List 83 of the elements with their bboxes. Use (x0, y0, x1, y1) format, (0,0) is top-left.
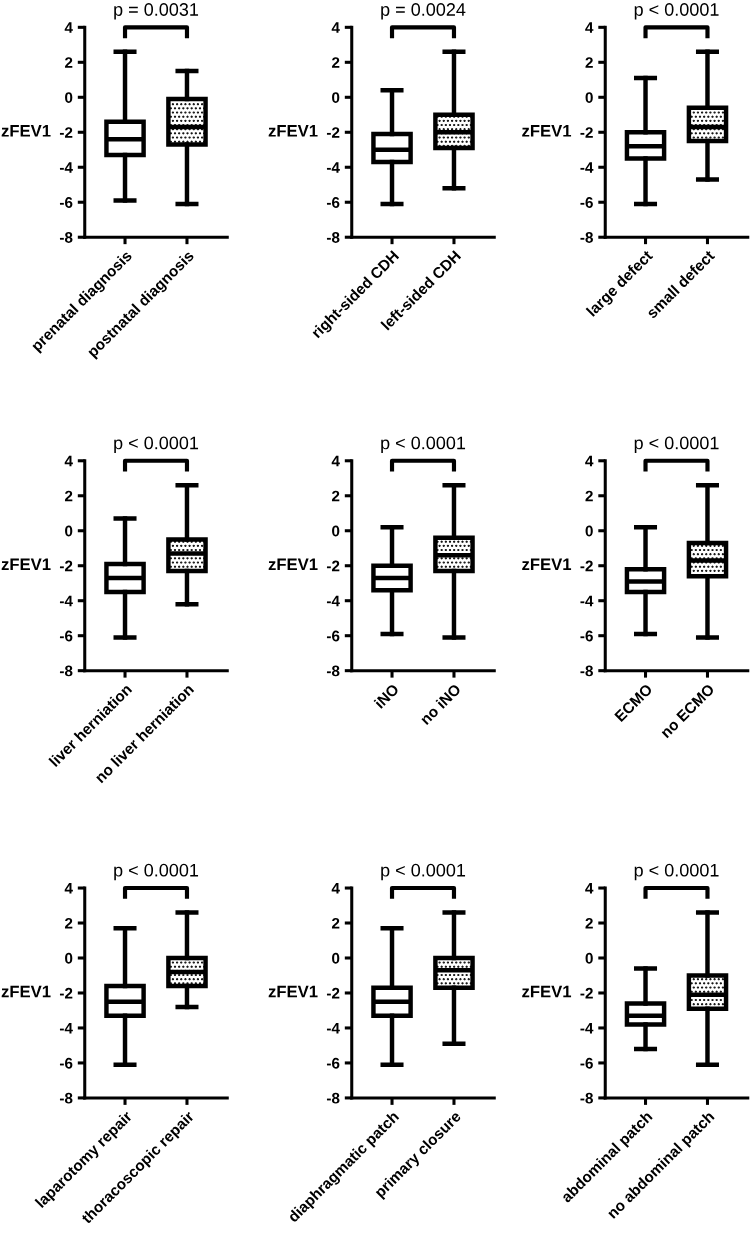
y-tick-label: -8 (326, 232, 340, 243)
y-tick-label: -4 (580, 1022, 594, 1034)
text: p = 0.0031 (114, 3, 199, 20)
y-tick-label: -6 (326, 1057, 340, 1069)
y-tick-label: 0 (585, 92, 593, 103)
y-tick-label: 4 (64, 883, 73, 894)
y-tick-label: -2 (580, 987, 593, 999)
y-tick-label: -4 (59, 1022, 73, 1034)
y-tick-label: -8 (580, 232, 593, 243)
y-tick-label: -2 (580, 127, 593, 138)
y-axis-title: zFEV1 (522, 125, 572, 137)
y-tick-label: -4 (580, 595, 594, 607)
y-tick-label: -8 (59, 665, 73, 677)
y-tick-label: 0 (585, 952, 593, 964)
y-tick-label: -8 (326, 665, 340, 677)
y-axis-title: zFEV1 (1, 558, 51, 571)
y-axis-title: zFEV1 (268, 558, 318, 571)
y-axis-title: zFEV1 (268, 985, 318, 998)
y-tick-label: 4 (585, 883, 594, 894)
text: p < 0.0001 (114, 436, 199, 453)
y-tick-label: 2 (331, 490, 340, 502)
y-tick-label: 4 (64, 22, 73, 33)
y-tick-label: -2 (59, 127, 73, 138)
y-tick-label: -2 (59, 560, 73, 572)
text: p < 0.0001 (634, 863, 719, 881)
y-tick-label: -6 (59, 1057, 73, 1069)
text: p < 0.0001 (114, 863, 199, 881)
text: p < 0.0001 (634, 436, 719, 453)
y-tick-label: -8 (59, 1092, 73, 1104)
y-tick-label: -8 (580, 665, 593, 677)
y-tick-label: -4 (326, 162, 340, 173)
y-axis-title: zFEV1 (268, 125, 318, 137)
text: p = 0.0024 (381, 3, 466, 20)
y-tick-label: -6 (59, 197, 73, 208)
y-tick-label: 4 (585, 22, 594, 33)
y-tick-label: -6 (580, 197, 593, 208)
y-tick-label: -6 (326, 630, 340, 642)
y-tick-label: -2 (326, 127, 340, 138)
y-tick-label: -4 (326, 595, 340, 607)
y-tick-label: 0 (332, 92, 340, 103)
y-tick-label: 0 (332, 952, 340, 964)
y-tick-label: 2 (331, 57, 340, 68)
y-tick-label: -8 (59, 232, 73, 243)
y-tick-label: -4 (580, 162, 594, 173)
y-tick-label: -2 (326, 987, 340, 999)
y-tick-label: -6 (59, 630, 73, 642)
y-tick-label: -2 (59, 987, 73, 999)
y-tick-label: -4 (326, 1022, 340, 1034)
y-tick-label: -6 (580, 1057, 593, 1069)
y-tick-label: 0 (332, 525, 340, 537)
y-tick-label: -4 (59, 162, 73, 173)
y-axis-title: zFEV1 (522, 558, 572, 571)
y-tick-label: 2 (64, 490, 73, 502)
y-tick-label: 2 (64, 917, 73, 929)
y-tick-label: -4 (59, 595, 73, 607)
y-tick-label: 4 (331, 883, 340, 894)
y-tick-label: 4 (585, 455, 594, 467)
y-tick-label: 4 (64, 455, 73, 467)
y-tick-label: 4 (331, 455, 340, 467)
text: p < 0.0001 (381, 863, 466, 881)
x-tick-label: iNO (373, 682, 400, 709)
text: p < 0.0001 (381, 436, 466, 453)
y-tick-label: 2 (585, 57, 593, 68)
y-tick-label: 4 (331, 22, 340, 33)
y-tick-label: 0 (585, 525, 593, 537)
text: p < 0.0001 (634, 3, 719, 20)
y-tick-label: 0 (65, 525, 73, 537)
y-tick-label: 0 (65, 952, 73, 964)
y-tick-label: 2 (585, 917, 593, 929)
y-tick-label: 0 (65, 92, 73, 103)
y-axis-title: zFEV1 (522, 985, 572, 998)
y-tick-label: 2 (585, 490, 593, 502)
y-tick-label: 2 (64, 57, 73, 68)
y-axis-title: zFEV1 (1, 985, 51, 998)
y-tick-label: 2 (331, 917, 340, 929)
y-tick-label: -2 (326, 560, 340, 572)
y-tick-label: -6 (326, 197, 340, 208)
y-tick-label: -2 (580, 560, 593, 572)
y-tick-label: -6 (580, 630, 593, 642)
x-tick-label: no iNO (419, 682, 462, 726)
y-tick-label: -8 (326, 1092, 340, 1104)
y-axis-title: zFEV1 (1, 125, 51, 137)
y-tick-label: -8 (580, 1092, 593, 1104)
